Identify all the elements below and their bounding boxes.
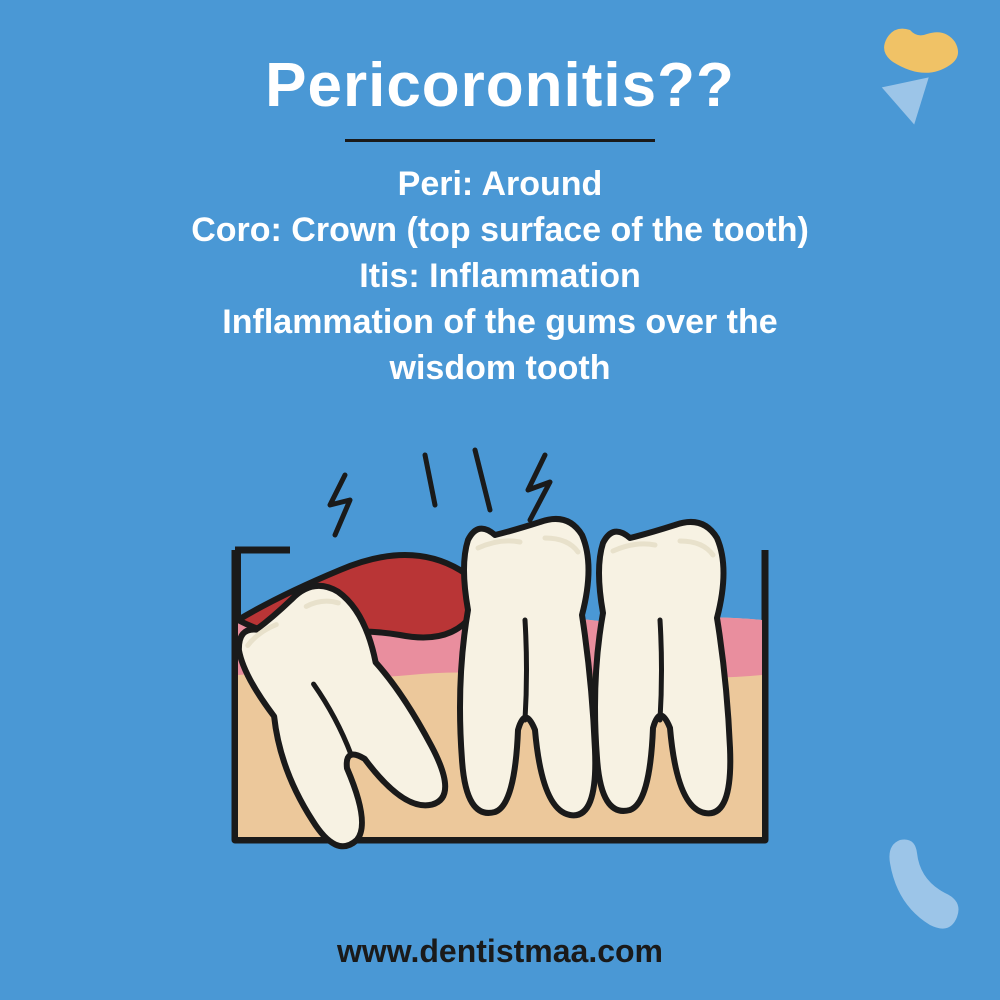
decoration-bottom-right	[875, 825, 975, 950]
definition-line: wisdom tooth	[40, 346, 960, 392]
page-title: Pericoronitis??	[0, 0, 1000, 121]
title-divider	[345, 139, 655, 142]
definition-line: Coro: Crown (top surface of the tooth)	[40, 208, 960, 254]
tooth-illustration	[210, 420, 790, 880]
definition-line: Inflammation of the gums over the	[40, 300, 960, 346]
footer-url: www.dentistmaa.com	[0, 933, 1000, 970]
definition-line: Itis: Inflammation	[40, 254, 960, 300]
decoration-top-right	[855, 20, 975, 145]
definitions-block: Peri: Around Coro: Crown (top surface of…	[0, 162, 1000, 391]
definition-line: Peri: Around	[40, 162, 960, 208]
